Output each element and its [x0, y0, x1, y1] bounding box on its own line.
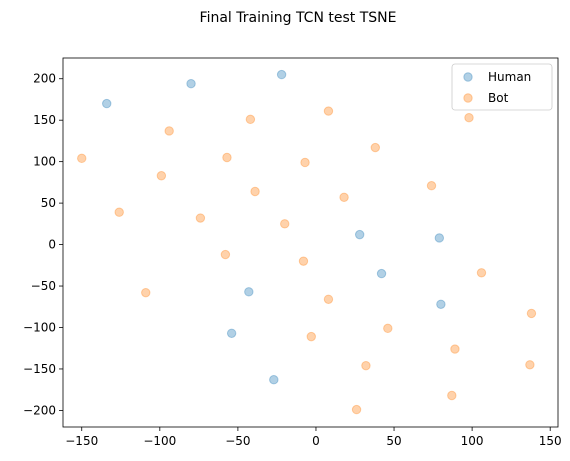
- point-bot-18: [141, 287, 151, 298]
- point-bot-17: [476, 268, 487, 278]
- y-tick-label: −100: [23, 320, 56, 334]
- point-bot-26: [447, 390, 457, 401]
- point-bot-14: [280, 219, 290, 229]
- legend-marker-bot: [463, 93, 473, 103]
- point-bot-4: [464, 113, 474, 123]
- legend: Human Bot: [451, 63, 553, 111]
- x-tick-label: 50: [386, 434, 401, 448]
- y-tick-label: 150: [33, 113, 56, 127]
- legend-marker-human: [463, 72, 473, 82]
- point-bot-3: [323, 106, 334, 116]
- point-bot-10: [250, 186, 260, 197]
- x-tick-label: 0: [312, 434, 320, 448]
- point-bot-21: [383, 323, 393, 334]
- y-tick-label: 50: [41, 196, 56, 210]
- y-tick-label: −50: [31, 279, 56, 293]
- point-bot-16: [298, 256, 309, 266]
- y-tick-label: −150: [23, 362, 56, 376]
- point-bot-15: [220, 249, 231, 260]
- y-tick-label: −200: [23, 403, 56, 417]
- point-bot-27: [351, 404, 362, 415]
- point-bot-22: [306, 331, 316, 342]
- chart-title: Final Training TCN test TSNE: [200, 10, 397, 26]
- legend-label-human: Human: [488, 70, 531, 84]
- point-bot-9: [426, 180, 437, 191]
- legend-label-bot: Bot: [488, 91, 509, 105]
- point-bot-7: [370, 142, 381, 153]
- x-tick-label: 150: [539, 434, 562, 448]
- point-bot-12: [114, 207, 124, 217]
- point-human-9: [269, 375, 279, 385]
- point-human-3: [354, 229, 365, 240]
- point-bot-20: [526, 308, 537, 319]
- x-tick-label: −100: [143, 434, 176, 448]
- point-human-0: [102, 98, 112, 109]
- y-tick-label: 100: [33, 155, 56, 169]
- point-bot-24: [361, 360, 371, 371]
- y-axis: −200 −150 −100 −50 0 50 100 150 200: [23, 72, 63, 417]
- point-human-8: [436, 299, 446, 309]
- x-tick-label: −50: [225, 434, 250, 448]
- point-human-7: [226, 328, 237, 338]
- point-human-4: [434, 233, 445, 243]
- x-tick-label: 100: [461, 434, 484, 448]
- point-bot-5: [222, 152, 232, 163]
- point-human-6: [244, 287, 254, 297]
- plot-points: [77, 69, 537, 415]
- point-bot-6: [300, 157, 310, 168]
- point-bot-19: [323, 294, 334, 305]
- x-axis: −150 −100 −50 0 50 100 150: [65, 427, 562, 448]
- point-human-5: [376, 268, 387, 279]
- point-bot-23: [450, 344, 460, 354]
- point-bot-0: [77, 153, 87, 164]
- point-bot-2: [245, 114, 256, 125]
- legend-box: [451, 63, 553, 111]
- point-bot-13: [195, 213, 206, 223]
- x-tick-label: −150: [65, 434, 98, 448]
- point-bot-25: [525, 360, 535, 370]
- point-bot-11: [339, 192, 349, 203]
- point-bot-8: [156, 171, 167, 181]
- point-human-2: [276, 69, 287, 80]
- plot-frame: [62, 57, 559, 428]
- point-human-1: [186, 79, 196, 89]
- y-tick-label: 200: [33, 72, 56, 86]
- point-bot-1: [164, 126, 174, 136]
- y-tick-label: 0: [48, 238, 56, 252]
